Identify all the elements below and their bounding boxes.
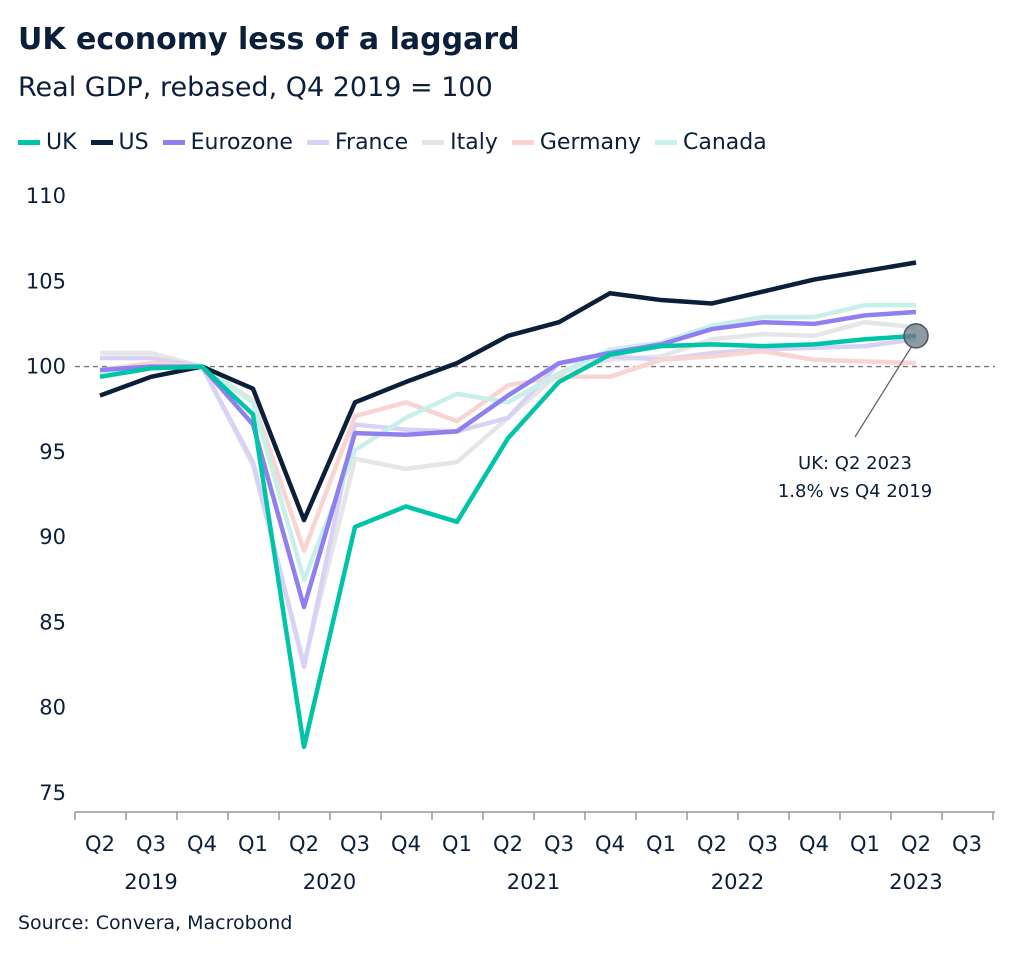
annotation-leader-line (854, 345, 913, 438)
series-line-canada (99, 302, 916, 583)
x-tick-label: Q1 (646, 832, 676, 856)
legend-label: France (334, 130, 409, 155)
x-tick-label: Q1 (442, 832, 472, 856)
legend-label: Eurozone (190, 130, 293, 155)
x-tick-label: Q2 (697, 832, 727, 856)
year-label: 2023 (889, 870, 942, 894)
legend-item-uk: UK (18, 130, 77, 155)
y-tick-label: 95 (39, 440, 66, 464)
year-label: 2021 (507, 870, 560, 894)
legend-label: Italy (450, 130, 498, 155)
legend: UK US Eurozone France Italy Germany Canada (18, 130, 767, 155)
chart-title: UK economy less of a laggard (18, 22, 520, 57)
legend-swatch (654, 140, 677, 145)
y-tick-label: 110 (26, 184, 66, 208)
annotation-marker (903, 323, 929, 349)
legend-item-us: US (90, 130, 149, 155)
series-line-us (99, 260, 917, 523)
x-tick-label: Q4 (799, 832, 829, 856)
x-tick-label: Q1 (238, 832, 268, 856)
x-tick-label: Q1 (850, 832, 880, 856)
y-tick-label: 90 (39, 525, 66, 549)
legend-label: Canada (682, 130, 767, 155)
x-tick-label: Q3 (544, 832, 574, 856)
series-line-eurozone (99, 309, 917, 610)
x-tick-label: Q3 (952, 832, 982, 856)
legend-swatch (162, 140, 185, 145)
x-tick-label: Q3 (748, 832, 778, 856)
series-line-uk (99, 333, 917, 750)
annotation-text-line1: UK: Q2 2023 (798, 453, 912, 474)
y-tick-label: 80 (39, 696, 66, 720)
chart-subtitle: Real GDP, rebased, Q4 2019 = 100 (18, 72, 493, 103)
x-tick-label: Q4 (595, 832, 625, 856)
legend-item-france: France (306, 130, 409, 155)
legend-swatch (422, 140, 445, 145)
legend-swatch (306, 140, 329, 145)
legend-swatch (90, 140, 113, 145)
legend-item-canada: Canada (654, 130, 767, 155)
legend-item-italy: Italy (422, 130, 498, 155)
x-tick-label: Q4 (187, 832, 217, 856)
legend-swatch (511, 140, 534, 145)
annotation-text-line2: 1.8% vs Q4 2019 (778, 481, 932, 502)
y-tick-label: 75 (39, 781, 66, 805)
legend-label: US (118, 130, 149, 155)
x-tick-label: Q4 (391, 832, 421, 856)
series-line-france (100, 337, 917, 670)
x-tick-label: Q2 (289, 832, 319, 856)
x-tick-label: Q2 (85, 832, 115, 856)
legend-swatch (18, 140, 40, 145)
x-tick-label: Q2 (901, 832, 931, 856)
year-label: 2022 (711, 870, 764, 894)
legend-label: UK (46, 130, 77, 155)
y-tick-label: 85 (39, 610, 66, 634)
year-label: 2019 (124, 870, 177, 894)
x-tick-label: Q3 (136, 832, 166, 856)
x-tick-label: Q3 (340, 832, 370, 856)
legend-item-eurozone: Eurozone (162, 130, 293, 155)
x-tick-label: Q2 (493, 832, 523, 856)
source-note: Source: Convera, Macrobond (18, 912, 293, 934)
y-tick-label: 105 (26, 269, 66, 293)
year-label: 2020 (303, 870, 356, 894)
legend-label: Germany (539, 130, 641, 155)
y-tick-label: 100 (26, 355, 66, 379)
legend-item-germany: Germany (511, 130, 641, 155)
